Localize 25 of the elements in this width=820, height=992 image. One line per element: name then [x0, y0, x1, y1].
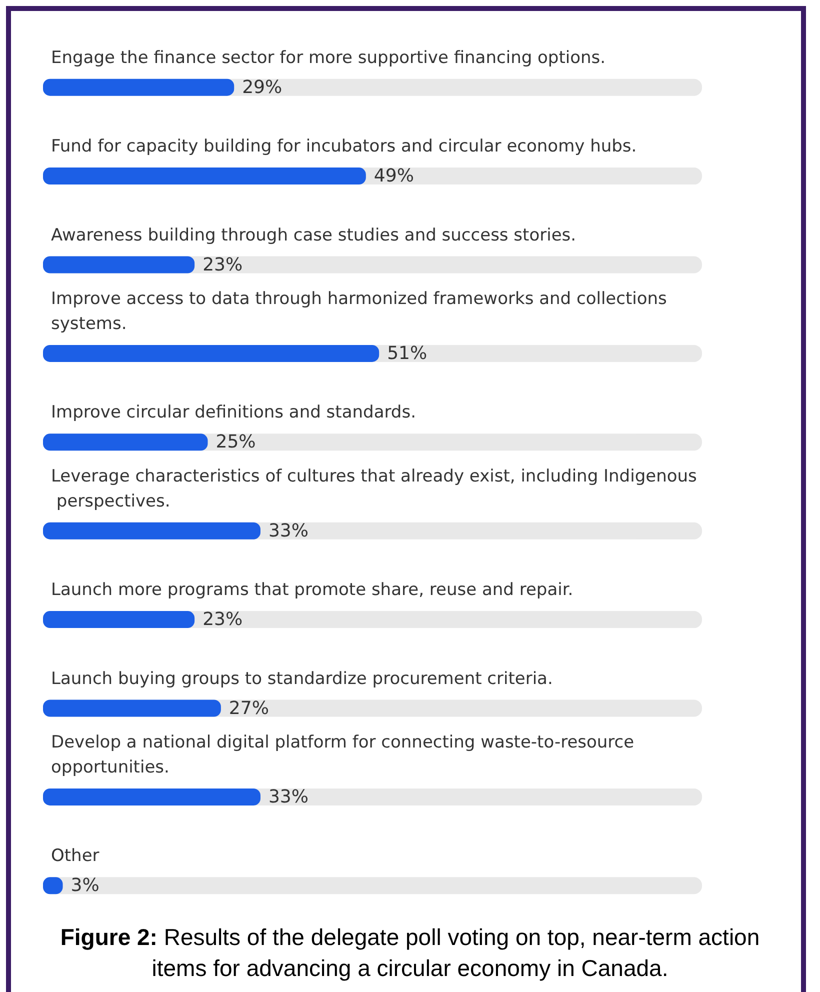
- bar: [43, 256, 195, 274]
- y-tick-label: Improve access to data through harmonized frameworks and collections systems.: [51, 288, 672, 334]
- data-label: 27%: [228, 698, 269, 719]
- y-tick-label: Develop a national digital platform for connecting waste-to-resource opportunities.: [51, 732, 640, 778]
- data-label: 29%: [242, 76, 282, 98]
- y-tick-label: Launch more programs that promote share, reuse and repair.: [51, 580, 574, 600]
- y-tick-label: Fund for capacity building for incubators and circular economy hubs.: [51, 136, 637, 157]
- data-label: 33%: [268, 520, 308, 542]
- bar: [43, 611, 195, 628]
- y-tick-label: Leverage characteristics of cultures that already exist, including Indigenous perspectives.: [51, 466, 698, 512]
- data-label: 3%: [70, 875, 100, 896]
- caption: Figure 2: Results of the delegate poll voting on top, near-term action items for advancing a circular economy in Canada.: [59, 923, 761, 983]
- y-tick-label: Other: [51, 846, 100, 866]
- data-label: 49%: [374, 166, 414, 187]
- data-label: 23%: [202, 254, 243, 276]
- data-label: 33%: [268, 786, 308, 808]
- y-tick-label: Awareness building through case studies and success stories.: [51, 225, 576, 246]
- data-label: 51%: [387, 342, 428, 364]
- y-tick-label: Improve circular definitions and standards.: [51, 402, 416, 423]
- y-tick-label: Launch buying groups to standardize procurement criteria.: [51, 668, 553, 689]
- data-label: 25%: [216, 432, 256, 453]
- bar: [43, 434, 208, 451]
- bar: [43, 700, 221, 717]
- y-tick-label: Engage the finance sector for more supportive financing options.: [51, 48, 606, 68]
- data-label: 23%: [202, 609, 243, 630]
